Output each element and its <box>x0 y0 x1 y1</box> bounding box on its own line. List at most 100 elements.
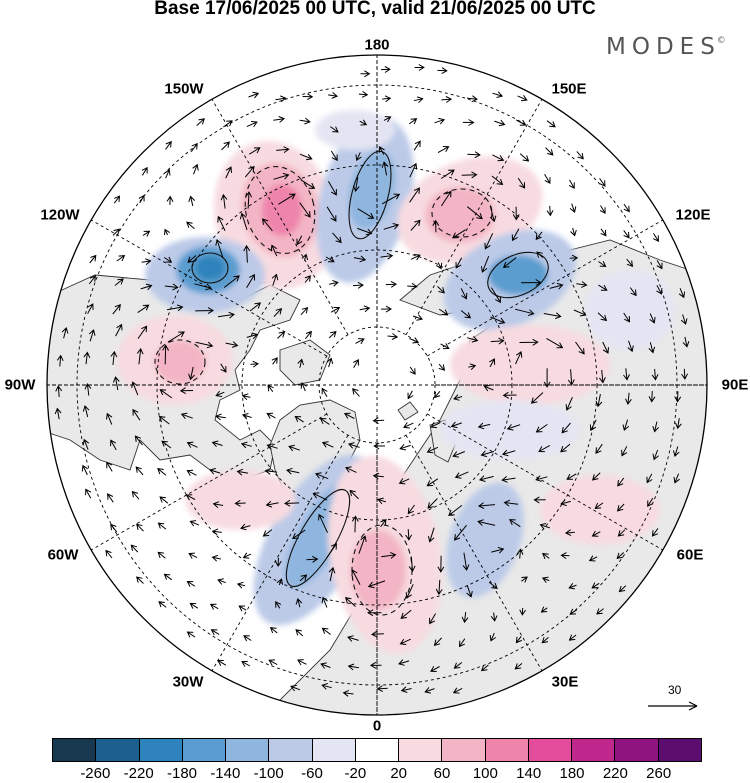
wind-arrow <box>136 347 144 365</box>
wind-arrow <box>221 141 230 151</box>
wind-arrow <box>535 231 543 241</box>
wind-arrow <box>409 187 420 203</box>
wind-arrow <box>273 307 283 317</box>
colorbar-segment <box>658 739 701 761</box>
wind-arrow <box>403 422 414 429</box>
wind-arrow <box>433 637 443 647</box>
wind-arrow <box>490 287 501 304</box>
wind-arrow <box>347 442 360 449</box>
wind-arrow <box>453 394 463 401</box>
wind-arrow <box>352 177 360 192</box>
wind-arrow <box>240 441 252 449</box>
wind-arrow <box>165 140 172 150</box>
wind-arrow <box>136 523 144 532</box>
wind-arrow <box>326 206 337 222</box>
anomaly-alaska-low-core <box>195 256 225 280</box>
wind-arrow <box>466 585 473 598</box>
wind-arrow <box>84 383 92 396</box>
lon-label-60w: 60W <box>47 546 79 564</box>
wind-arrow <box>358 90 369 98</box>
wind-arrow <box>616 503 625 512</box>
wind-arrow <box>381 193 401 205</box>
wind-arrow <box>434 117 446 125</box>
wind-arrow <box>159 389 173 399</box>
wind-arrow <box>377 497 387 505</box>
wind-arrow <box>508 519 521 528</box>
wind-arrow <box>167 331 185 343</box>
colorbar <box>52 738 702 762</box>
colorbar-segment <box>399 739 443 761</box>
wind-arrow <box>652 233 659 243</box>
wind-arrow <box>380 518 387 528</box>
anomaly-north-pacific-low <box>315 110 395 150</box>
wind-arrow <box>300 306 309 316</box>
anomaly-kamchatka-high-core <box>425 187 495 243</box>
wind-arrow <box>602 341 609 354</box>
wind-arrow <box>437 146 450 154</box>
colorbar-tick-label: -100 <box>253 765 284 782</box>
wind-arrow <box>112 376 120 391</box>
wind-arrow <box>297 358 304 368</box>
wind-arrow <box>560 443 571 453</box>
wind-arrow <box>267 384 274 393</box>
wind-arrow <box>294 415 304 423</box>
wind-arrow <box>576 281 588 288</box>
wind-arrow <box>454 471 469 479</box>
wind-arrow <box>131 490 140 500</box>
wind-arrow <box>330 150 338 162</box>
wind-arrow <box>266 412 276 419</box>
wind-arrow <box>56 354 64 367</box>
wind-vectors <box>54 64 690 697</box>
wind-arrow <box>220 193 228 209</box>
contour-aleutian-high <box>244 166 316 254</box>
wind-arrow <box>359 305 371 313</box>
wind-arrow <box>319 417 330 425</box>
wind-arrow <box>435 579 443 596</box>
wind-arrow <box>652 449 659 461</box>
colorbar-segment <box>615 739 659 761</box>
wind-arrow <box>503 499 519 507</box>
wind-arrow <box>380 252 394 260</box>
wind-arrow <box>450 421 462 429</box>
wind-arrow <box>453 524 467 541</box>
wind-arrow <box>264 467 278 475</box>
wind-arrow <box>408 556 416 573</box>
wind-arrow <box>461 612 469 624</box>
wind-arrow <box>455 257 463 269</box>
wind-arrow <box>617 477 625 487</box>
wind-arrow <box>569 254 579 262</box>
wind-arrow <box>621 446 628 457</box>
wind-arrow <box>400 609 412 620</box>
wind-arrow <box>250 360 259 368</box>
wind-arrow <box>180 412 193 420</box>
wind-arrow <box>460 288 468 300</box>
wind-arrow <box>369 661 382 669</box>
wind-arrow <box>407 504 416 515</box>
colorbar-tick-label: -260 <box>80 765 111 782</box>
wind-arrow <box>646 473 653 484</box>
wind-arrow <box>210 629 220 636</box>
wind-arrow <box>452 687 463 694</box>
wind-arrow <box>535 423 548 433</box>
wind-arrow <box>540 606 548 613</box>
colorbar-tick-label: 260 <box>646 765 672 782</box>
lon-label-30e: 30E <box>551 673 579 691</box>
wind-arrow <box>492 154 505 162</box>
contour-atlantic-low <box>285 488 351 588</box>
wind-arrow <box>314 472 329 480</box>
wind-arrow <box>617 529 626 537</box>
wind-arrow <box>186 221 195 230</box>
wind-arrow <box>598 369 606 384</box>
wind-arrow <box>140 283 153 291</box>
wind-arrow <box>265 500 279 508</box>
anomaly-hudson-high-core <box>154 340 206 384</box>
graticule <box>47 55 707 715</box>
wind-arrow <box>131 381 139 396</box>
colorbar-segment <box>485 739 529 761</box>
wind-arrow <box>243 244 251 263</box>
wind-arrow <box>501 476 516 483</box>
wind-arrow <box>561 422 571 434</box>
wind-arrow <box>407 390 414 400</box>
wind-arrow <box>533 496 546 504</box>
wind-arrow <box>223 120 233 128</box>
